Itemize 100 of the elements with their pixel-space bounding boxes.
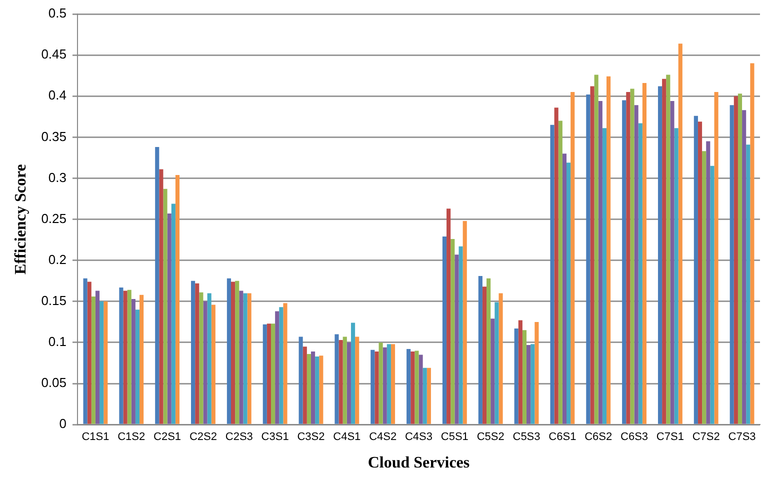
bar xyxy=(742,110,746,424)
x-tick-label: C7S3 xyxy=(728,431,756,444)
bar xyxy=(450,239,455,424)
bar xyxy=(83,278,88,424)
bar xyxy=(514,328,518,424)
bar xyxy=(674,128,678,424)
x-tick-label: C7S2 xyxy=(692,431,720,444)
bar xyxy=(670,101,674,424)
bar xyxy=(494,302,499,424)
bar xyxy=(422,368,427,424)
bar xyxy=(302,346,307,424)
y-tick-label: 0.25 xyxy=(41,210,66,226)
bar xyxy=(191,280,196,424)
x-tick-label: C1S1 xyxy=(82,431,110,444)
bar xyxy=(163,188,168,424)
bar xyxy=(558,120,562,424)
bar xyxy=(226,278,232,424)
bar xyxy=(310,352,316,424)
y-tick-label: 0.3 xyxy=(48,170,66,185)
bar xyxy=(490,318,495,424)
bar xyxy=(698,122,702,424)
bar xyxy=(666,74,670,424)
bar xyxy=(262,324,267,424)
bar xyxy=(622,100,626,424)
bar xyxy=(482,286,487,424)
bar xyxy=(104,301,108,424)
bar xyxy=(127,290,132,424)
bar xyxy=(87,282,92,424)
y-tick-label: 0.4 xyxy=(48,88,66,103)
bar xyxy=(602,128,606,424)
x-tick-label: C3S2 xyxy=(297,431,325,444)
bar xyxy=(386,344,391,424)
y-tick-label: 0.15 xyxy=(41,293,66,308)
bar xyxy=(590,86,594,424)
bar xyxy=(239,290,244,424)
bar xyxy=(498,293,503,424)
y-tick-label: 0 xyxy=(59,416,66,432)
bar xyxy=(334,334,339,424)
bar xyxy=(342,336,347,424)
bar xyxy=(199,292,204,424)
bar xyxy=(231,282,236,424)
bar xyxy=(355,336,360,424)
y-tick-label: 0.1 xyxy=(48,334,66,350)
x-tick-label: C6S3 xyxy=(620,431,648,444)
bar xyxy=(550,124,554,424)
bar xyxy=(100,301,104,424)
bar xyxy=(426,368,431,424)
bar xyxy=(167,214,172,424)
bar xyxy=(570,92,575,424)
x-tick-label: C4S1 xyxy=(333,431,361,444)
x-tick-label: C1S2 xyxy=(118,431,146,444)
bar xyxy=(562,154,567,424)
bar xyxy=(658,86,662,424)
bar xyxy=(638,123,642,424)
bar xyxy=(91,296,96,424)
bar xyxy=(95,290,100,424)
bar xyxy=(195,283,200,424)
bar xyxy=(382,347,387,424)
bar xyxy=(522,330,527,424)
bar xyxy=(486,278,491,424)
x-tick-label: C5S1 xyxy=(440,431,468,444)
bar xyxy=(410,352,415,424)
x-tick-label: C6S2 xyxy=(584,431,612,444)
bar xyxy=(714,92,718,424)
bar xyxy=(446,208,451,424)
bar xyxy=(518,320,522,424)
y-axis-title: Efficiency Score xyxy=(12,164,30,274)
bar xyxy=(526,344,531,424)
bar xyxy=(414,350,419,424)
bar xyxy=(586,94,590,424)
bar xyxy=(235,280,240,424)
x-tick-label: C4S2 xyxy=(369,431,397,444)
bar xyxy=(630,88,634,424)
bar xyxy=(454,254,459,424)
bar xyxy=(279,307,284,424)
bar xyxy=(346,342,351,424)
bar xyxy=(642,82,646,424)
bar xyxy=(750,63,754,424)
bar xyxy=(306,354,311,424)
bar xyxy=(418,354,423,424)
x-tick-label: C2S2 xyxy=(189,431,217,444)
bar xyxy=(462,220,467,424)
x-tick-label: C6S1 xyxy=(548,431,576,444)
bar xyxy=(534,322,539,424)
bar xyxy=(442,236,447,424)
y-tick-label: 0.05 xyxy=(41,375,66,390)
bar xyxy=(175,174,180,424)
bar xyxy=(135,310,140,424)
y-tick-label: 0.5 xyxy=(48,6,66,21)
x-tick-label: C5S3 xyxy=(512,431,540,444)
bar xyxy=(706,141,710,424)
bar xyxy=(710,166,714,424)
x-tick-label: C2S1 xyxy=(154,431,182,444)
bar xyxy=(319,356,324,424)
bar xyxy=(298,336,303,424)
bar xyxy=(738,94,742,424)
bar xyxy=(378,342,383,424)
bar xyxy=(203,301,208,424)
bar xyxy=(530,344,535,424)
bar xyxy=(243,293,248,424)
